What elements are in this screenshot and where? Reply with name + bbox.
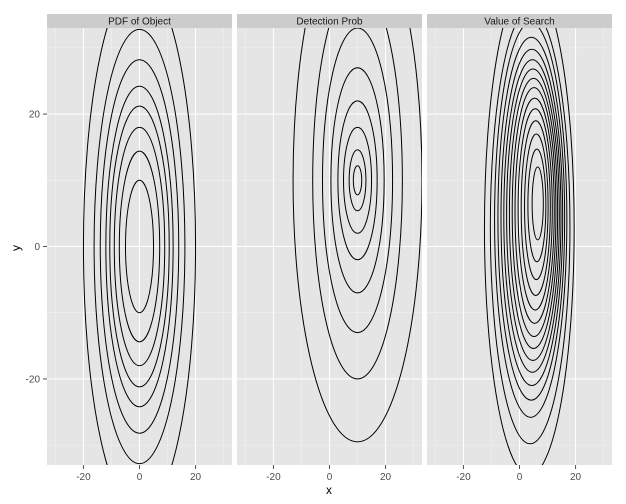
contour-line [118,150,161,343]
x-axis-title: x [326,483,332,497]
contour-line [508,77,559,349]
contour-line [330,67,385,294]
x-tick-label: 20 [380,472,392,483]
y-axis-title: y [9,245,23,251]
x-tick-label: 0 [137,472,143,483]
contour-line [352,165,363,196]
facet-strip-label: PDF of Object [108,17,171,28]
facet-strip-label: Value of Search [484,17,554,28]
facet-strip [47,14,232,28]
facet-strip [237,14,422,28]
contour-line [113,126,166,367]
contour-line [292,28,422,443]
x-tick-label: -20 [76,472,91,483]
contour-line [82,28,197,465]
contour-line [343,126,373,234]
y-tick-label: 0 [34,242,40,253]
contour-group [483,28,575,465]
contour-line [527,148,547,263]
contour-group [82,28,197,465]
contour-line [500,48,564,387]
facet-panel: Detection Prob -20 0 20 [237,14,422,483]
contour-line [109,105,170,388]
contour-line [99,59,180,434]
contour-line [489,28,571,445]
contour-line [93,28,186,465]
contour-group [292,28,422,443]
x-tick-label: 20 [570,472,582,483]
contour-line [124,179,155,314]
contour-line [105,85,174,408]
contour-line [506,68,560,361]
x-tick-label: 0 [517,472,523,483]
contour-line [312,28,403,380]
x-tick-label: -20 [266,472,281,483]
contour-line [494,28,568,418]
contour-line [337,100,378,261]
x-tick-label: 0 [327,472,333,483]
contour-line [483,28,575,465]
contour-line [531,166,544,241]
facet-strip-label: Detection Prob [296,17,363,28]
contour-line [520,120,551,296]
y-tick-label: 20 [29,110,41,121]
facet-panel: PDF of Object -20 0 20 [47,14,232,483]
contour-line [348,149,367,212]
contour-line [524,133,549,281]
contour-line [517,108,553,311]
x-tick-label: -20 [456,472,471,483]
contour-line [322,28,394,334]
y-tick-label: -20 [26,374,41,385]
contour-line [497,36,566,401]
x-tick-label: 20 [190,472,202,483]
contour-line [503,59,562,373]
contour-line [511,87,557,338]
contour-line [514,97,555,324]
facet-panel: Value of Search -20 0 20 [427,14,612,483]
facet-strip [427,14,612,28]
